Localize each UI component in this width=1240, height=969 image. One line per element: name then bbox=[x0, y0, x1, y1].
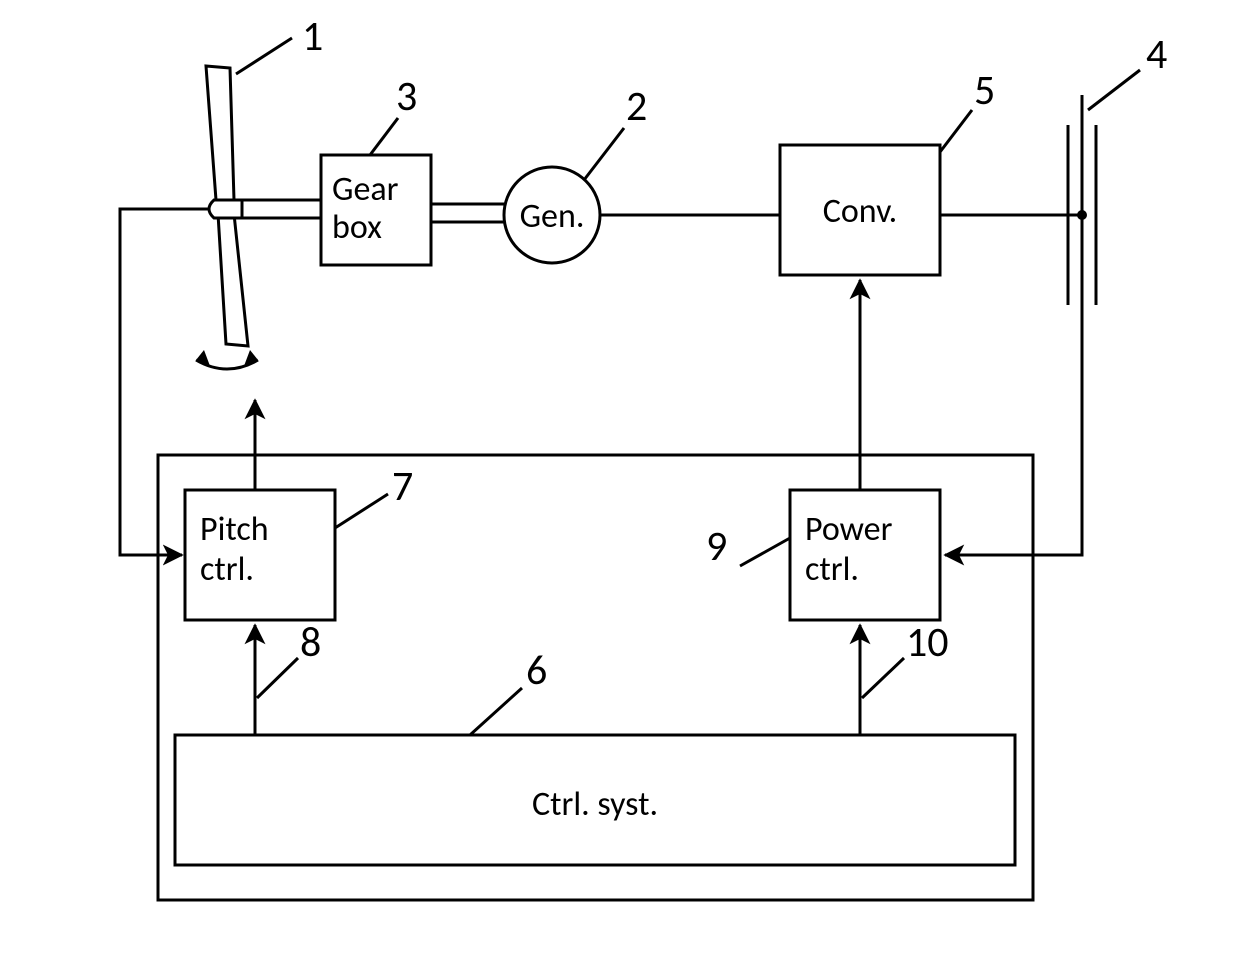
leader-9 bbox=[740, 538, 790, 566]
ctrl-syst-label: Ctrl. syst. bbox=[532, 784, 658, 825]
number-8: 8 bbox=[300, 617, 321, 668]
number-9: 9 bbox=[706, 521, 727, 572]
leader-1 bbox=[236, 38, 292, 74]
leader-7 bbox=[335, 494, 388, 528]
leader-10 bbox=[862, 658, 904, 698]
gearbox-label-line2: box bbox=[332, 207, 382, 248]
number-2: 2 bbox=[626, 81, 647, 132]
leader-5 bbox=[940, 110, 972, 152]
number-3: 3 bbox=[396, 71, 417, 122]
number-7: 7 bbox=[392, 461, 413, 512]
pitch-ctrl-label-line1: Pitch bbox=[200, 509, 269, 550]
number-6: 6 bbox=[526, 645, 547, 696]
number-1: 1 bbox=[302, 11, 323, 62]
number-10: 10 bbox=[906, 617, 949, 668]
shaft-rotor-gearbox bbox=[242, 200, 321, 218]
leader-8 bbox=[257, 658, 298, 698]
pitch-ctrl-label-line2: ctrl. bbox=[200, 549, 254, 590]
shaft-gearbox-generator bbox=[431, 204, 506, 222]
leader-2 bbox=[584, 128, 624, 180]
gearbox-label-line1: Gear bbox=[332, 169, 399, 210]
leader-3 bbox=[370, 118, 398, 155]
feedback-grid-to-power bbox=[945, 215, 1082, 555]
leader-6 bbox=[470, 688, 522, 735]
number-5: 5 bbox=[974, 65, 995, 116]
number-4: 4 bbox=[1146, 29, 1167, 80]
generator-label: Gen. bbox=[520, 196, 585, 237]
power-ctrl-label-line1: Power bbox=[805, 509, 893, 550]
leader-4 bbox=[1088, 70, 1140, 110]
converter-label: Conv. bbox=[823, 191, 898, 232]
power-ctrl-label-line2: ctrl. bbox=[805, 549, 859, 590]
